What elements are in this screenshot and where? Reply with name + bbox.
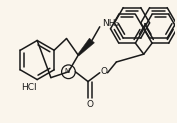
Text: N: N [65,68,70,74]
Polygon shape [78,38,94,56]
Text: NH₂: NH₂ [102,19,119,28]
Text: HCl: HCl [22,83,37,92]
Text: O: O [87,100,93,109]
Text: O: O [100,67,107,76]
